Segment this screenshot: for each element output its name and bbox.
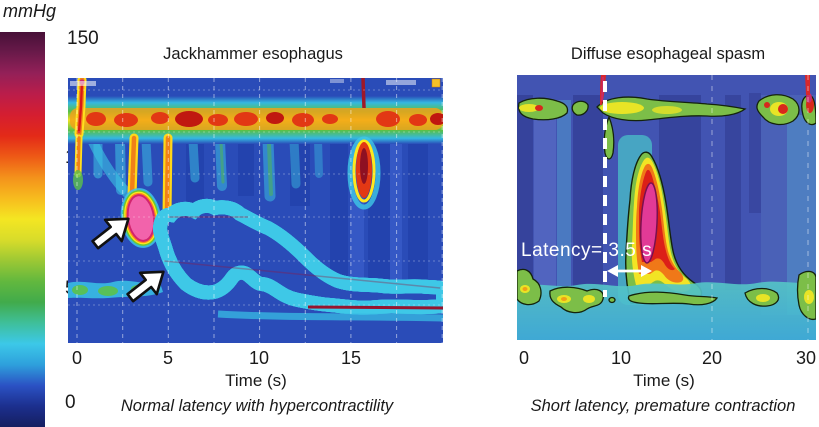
overlay-markers	[70, 78, 441, 88]
colorbar-unit-label: mmHg	[3, 1, 56, 21]
heatmap-jackhammer	[68, 78, 443, 343]
panel-caption: Normal latency with hypercontractility	[120, 397, 394, 415]
lower-sphincter-band	[517, 268, 816, 340]
x-tick: 0	[518, 348, 530, 368]
panel-caption: Short latency, premature contraction	[530, 397, 796, 415]
heatmap-des	[517, 75, 816, 340]
background-streaks	[517, 93, 816, 315]
panel-title-jackhammer: Jackhammer esophagus	[163, 45, 343, 63]
sensor-line	[163, 260, 441, 289]
x-axis-label: Time (s)	[633, 371, 695, 390]
ues-pressure-band	[517, 93, 816, 160]
x-tick: 30	[795, 348, 817, 368]
colorbar-gradient	[0, 32, 45, 427]
ues-pressure-band	[68, 96, 443, 144]
latency-annotation: Latency= 3.5 s	[521, 240, 653, 261]
x-tick: 15	[340, 348, 362, 368]
repetitive-contraction-spike	[347, 78, 381, 210]
colorbar-tick-0: 0	[65, 392, 76, 413]
x-tick: 0	[71, 348, 83, 368]
bottom-right-fringe	[217, 305, 443, 322]
x-tick: 10	[610, 348, 632, 368]
latency-arrow-icon	[607, 265, 652, 277]
corner-marker-icon	[431, 78, 441, 88]
gridlines	[711, 75, 809, 340]
x-tick: 10	[248, 348, 270, 368]
x-axis-label: Time (s)	[225, 371, 287, 390]
peristaltic-streaks	[88, 134, 323, 202]
x-tick: 20	[701, 348, 723, 368]
colorbar-tick-150: 150	[67, 28, 99, 49]
x-tick: 5	[162, 348, 174, 368]
panel-title-des: Diffuse esophageal spasm	[570, 45, 766, 63]
